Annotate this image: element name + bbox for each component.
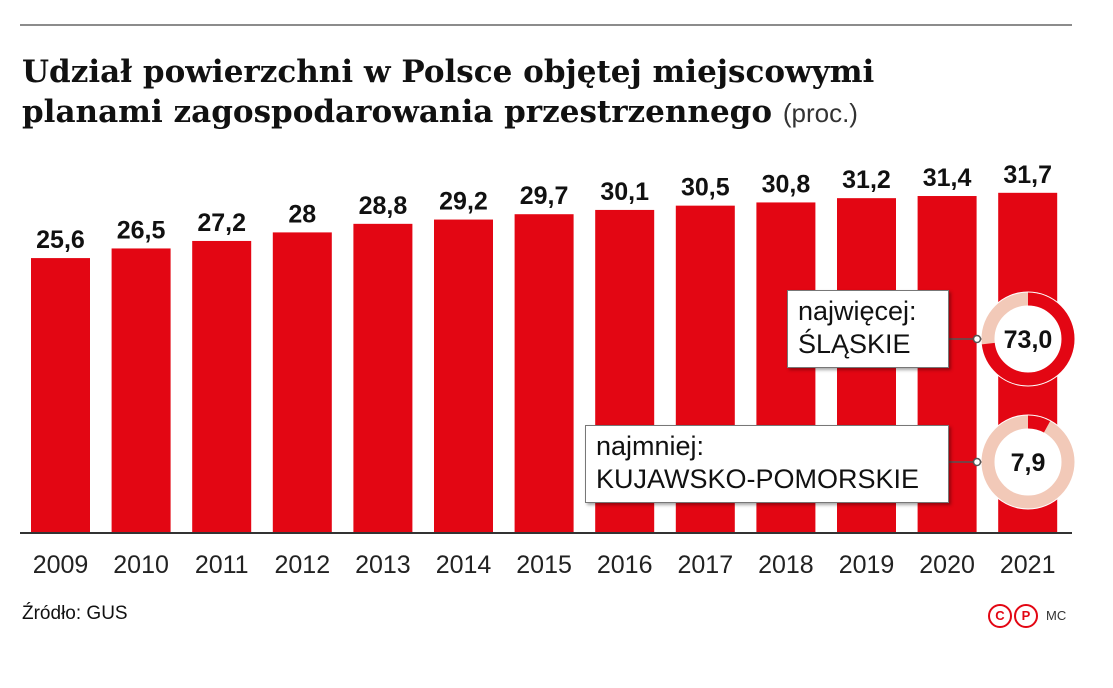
bar-2010 <box>111 248 171 532</box>
callout-least-label: najmniej: <box>596 431 705 461</box>
donut-value-0: 73,0 <box>1004 326 1053 354</box>
top-rule <box>20 24 1072 26</box>
donut-arc-0 <box>981 292 1075 386</box>
value-label-2015: 29,7 <box>520 182 569 210</box>
value-label-2016: 30,1 <box>600 178 649 206</box>
title-line-2: planami zagospodarowania przestrzennego … <box>22 92 874 133</box>
value-label-2013: 28,8 <box>359 192 408 220</box>
callout-most-label: najwięcej: <box>798 296 917 326</box>
callout-least-region: KUJAWSKO-POMORSKIE <box>596 464 920 494</box>
tick-label-2019: 2019 <box>839 551 895 579</box>
value-label-2018: 30,8 <box>762 170 811 198</box>
bar-2012 <box>272 232 332 532</box>
source-note: Źródło: GUS <box>22 603 128 624</box>
logo-letter-c: C <box>988 604 1012 628</box>
author-initials: MC <box>1046 608 1067 623</box>
tick-label-2021: 2021 <box>1000 551 1056 579</box>
tick-label-2016: 2016 <box>597 551 653 579</box>
tick-label-2018: 2018 <box>758 551 814 579</box>
value-label-2017: 30,5 <box>681 174 730 202</box>
bar-2009 <box>31 258 90 532</box>
value-label-2020: 31,4 <box>923 164 972 192</box>
logo-letter-p: P <box>1014 604 1038 628</box>
donut-arc-1 <box>981 415 1075 509</box>
title-unit: (proc.) <box>782 98 858 128</box>
tick-label-2014: 2014 <box>436 551 492 579</box>
title-line-1: Udział powierzchni w Polsce objętej miej… <box>22 54 875 90</box>
callout-most-region: ŚLĄSKIE <box>798 329 911 359</box>
tick-label-2013: 2013 <box>355 551 411 579</box>
value-label-2009: 25,6 <box>36 226 85 254</box>
connector-dot-1 <box>972 457 982 467</box>
bar-2014 <box>434 219 493 532</box>
tick-label-2020: 2020 <box>919 551 975 579</box>
value-label-2012: 28 <box>288 200 316 228</box>
chart-title: Udział powierzchni w Polsce objętej miej… <box>22 52 874 133</box>
bar-2015 <box>514 214 574 532</box>
value-label-2010: 26,5 <box>117 216 166 244</box>
bar-2011 <box>192 240 252 532</box>
value-label-2019: 31,2 <box>842 166 891 194</box>
tick-label-2011: 2011 <box>195 551 249 579</box>
callout-most: najwięcej: ŚLĄSKIE <box>787 290 949 368</box>
tick-label-2012: 2012 <box>274 551 330 579</box>
donut-value-1: 7,9 <box>1011 449 1046 477</box>
connector-dot-0 <box>972 334 982 344</box>
tick-label-2010: 2010 <box>113 551 169 579</box>
tick-label-2009: 2009 <box>33 551 89 579</box>
value-label-2011: 27,2 <box>197 209 246 237</box>
tick-label-2017: 2017 <box>677 551 733 579</box>
callout-least: najmniej: KUJAWSKO-POMORSKIE <box>585 425 949 503</box>
title-line-2-text: planami zagospodarowania przestrzennego <box>22 94 773 130</box>
value-label-2014: 29,2 <box>439 188 488 216</box>
tick-label-2015: 2015 <box>516 551 572 579</box>
publisher-logo: C P <box>988 604 1038 628</box>
value-label-2021: 31,7 <box>1003 161 1052 189</box>
bar-2013 <box>353 223 413 532</box>
